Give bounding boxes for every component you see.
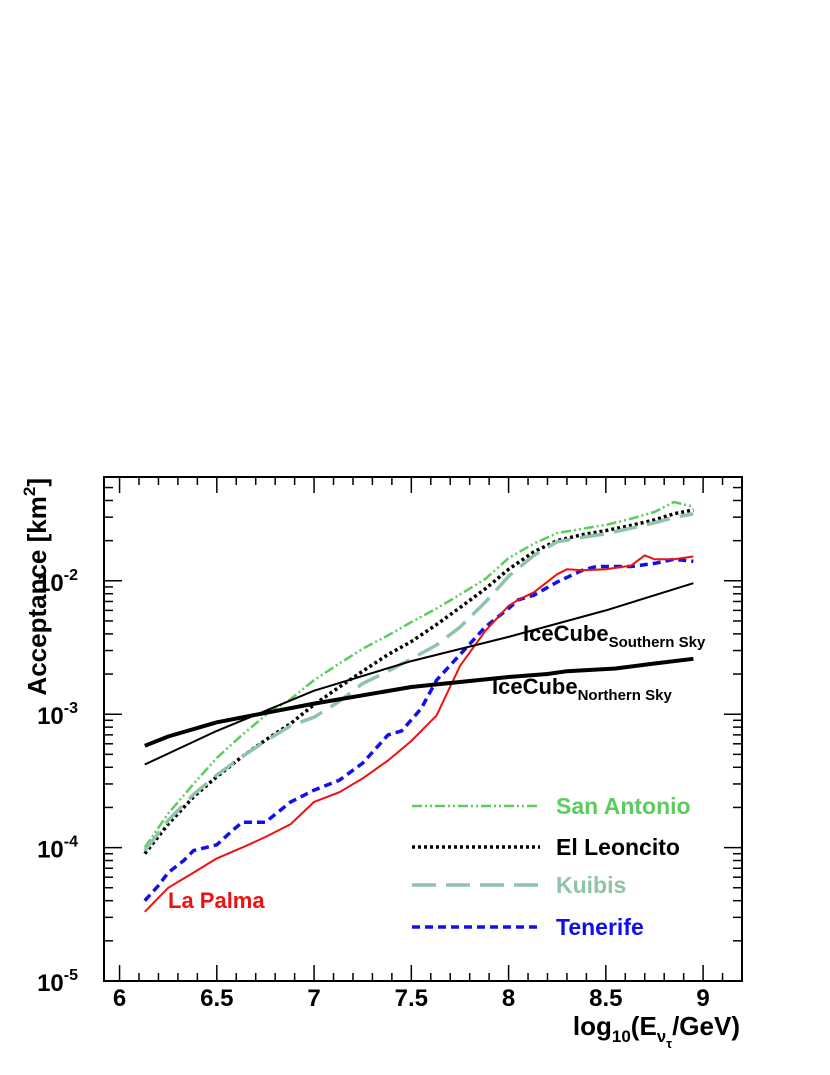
x-tick-label: 8.5	[589, 985, 622, 1012]
legend-label: Kuibis	[556, 872, 626, 898]
y-tick-label: 10-2	[37, 567, 78, 597]
series-icecube-northern-sky	[144, 656, 694, 748]
y-tick-label: 10-3	[37, 700, 78, 730]
x-tick-label: 8	[502, 985, 515, 1012]
series-icecube-southern-sky	[144, 582, 694, 766]
x-tick-label: 6.5	[200, 985, 233, 1012]
x-tick-label: 6	[113, 985, 126, 1012]
icecube-northern-label: IceCubeNorthern Sky	[492, 674, 672, 704]
icecube-southern-label: IceCubeSouthern Sky	[523, 621, 706, 651]
series-san-antonio	[143, 500, 694, 849]
legend-label: San Antonio	[556, 793, 691, 819]
series-la-palma	[144, 554, 694, 913]
series-el-leoncito	[143, 508, 694, 855]
x-tick-label: 7.5	[395, 985, 428, 1012]
legend-label: Tenerife	[556, 914, 644, 940]
y-tick-labels: 10-5 10-4 10-3 10-2	[37, 567, 78, 997]
y-tick-label: 10-4	[37, 834, 78, 864]
x-tick-label: 7	[307, 985, 320, 1012]
plot-frame	[103, 476, 743, 982]
y-tick-label: 10-5	[37, 967, 78, 997]
x-tick-labels: 6 6.5 7 7.5 8 8.5 9	[113, 985, 710, 1012]
legend: San Antonio El Leoncito Kuibis Tenerife	[412, 793, 691, 940]
y-axis-title: Acceptance [km2]	[20, 478, 52, 696]
axis-ticks	[104, 476, 742, 982]
series-lines	[143, 500, 694, 913]
series-kuibis	[143, 512, 694, 852]
x-axis-title: log10(Eντ/GeV)	[573, 1011, 740, 1051]
legend-label: El Leoncito	[556, 834, 680, 860]
la-palma-label: La Palma	[168, 888, 265, 913]
series-tenerife	[143, 557, 694, 902]
x-tick-label: 9	[696, 985, 709, 1012]
